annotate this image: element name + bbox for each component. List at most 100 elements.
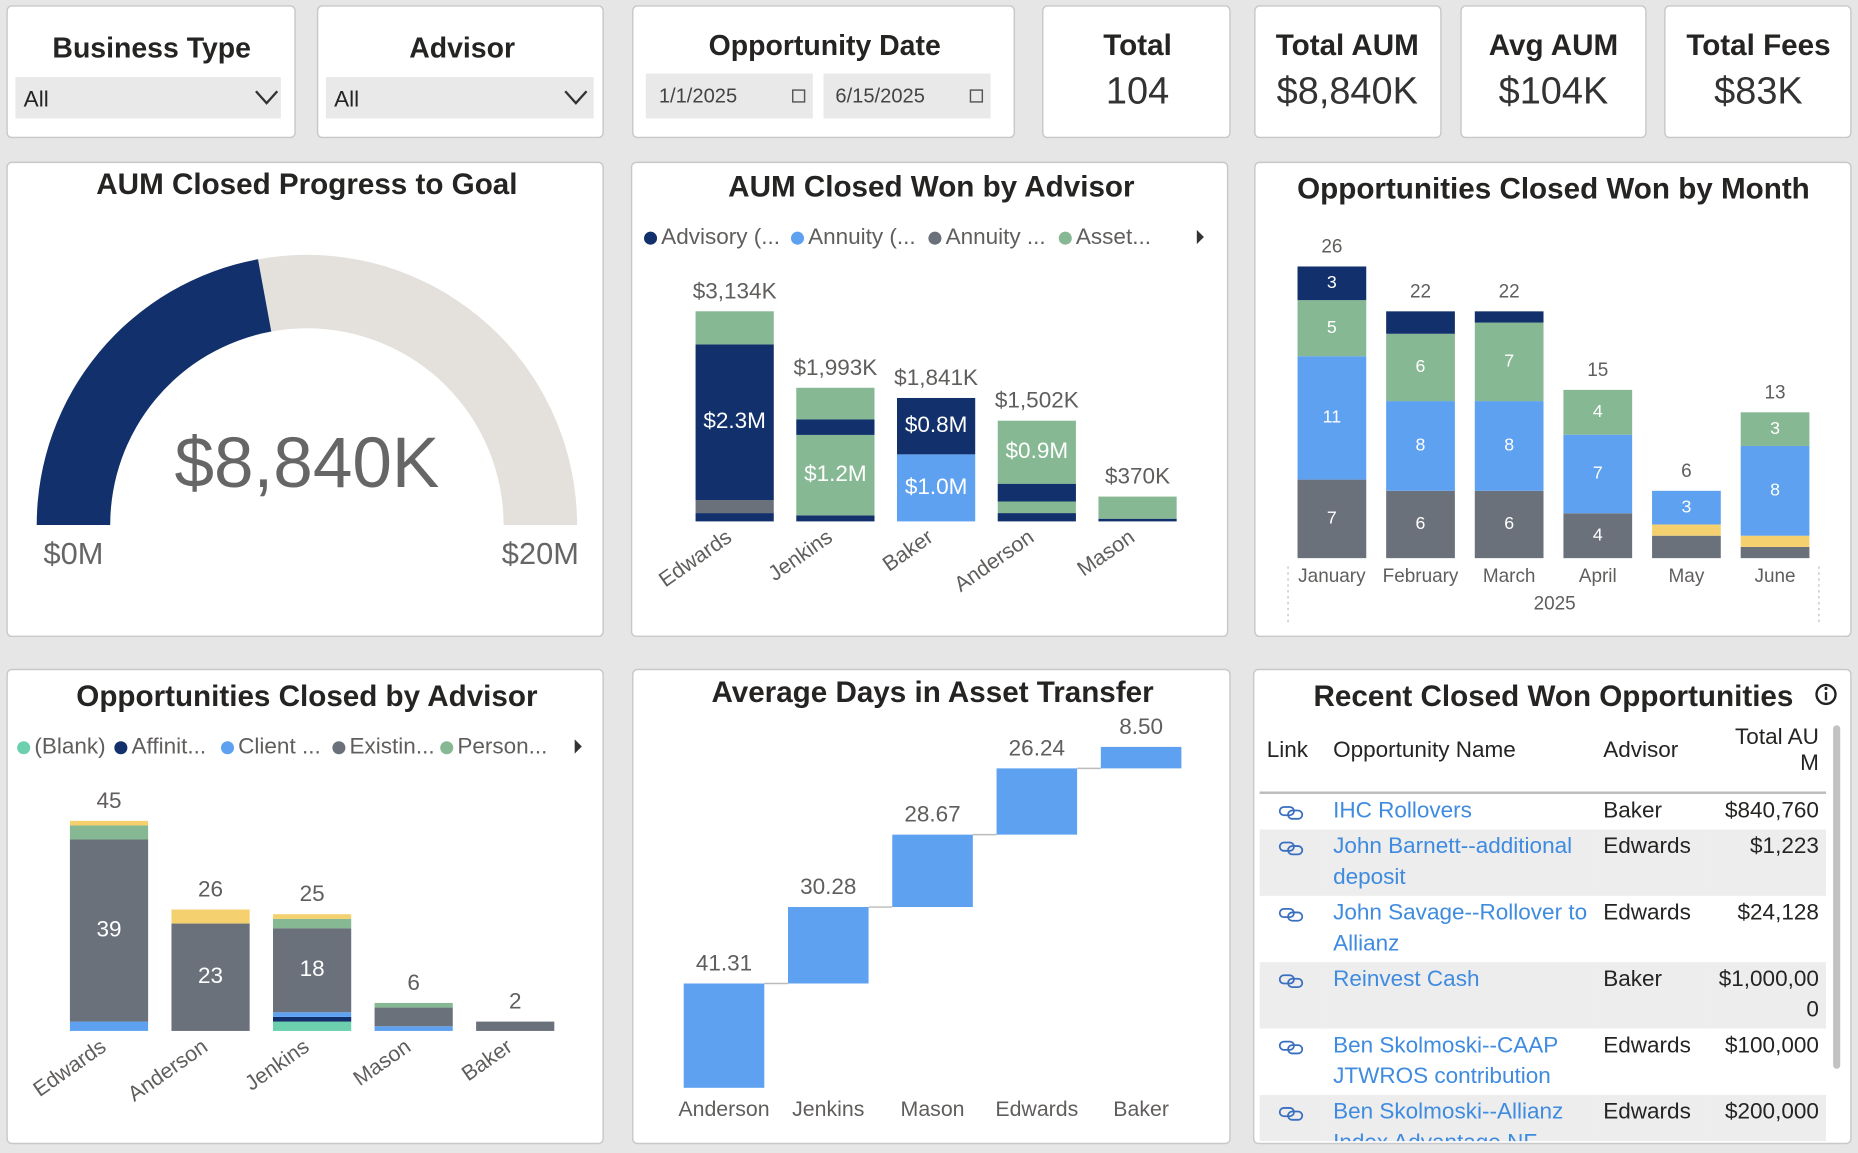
link-icon[interactable] bbox=[1278, 905, 1305, 924]
card-label: Total bbox=[1103, 29, 1172, 62]
table-row: John Savage--Rollover to Allianz Edwards $… bbox=[1260, 896, 1826, 962]
segment-label: 6 bbox=[1504, 513, 1514, 533]
opportunity-link[interactable]: IHC Rollovers bbox=[1333, 798, 1472, 824]
opportunity-link[interactable]: John Savage--Rollover to Allianz bbox=[1333, 900, 1588, 957]
date-value[interactable]: 6/15/2025 bbox=[835, 86, 925, 108]
bar-segment bbox=[273, 1012, 352, 1017]
date-input[interactable]: 6/15/2025 bbox=[823, 73, 991, 119]
table-wrap: Link Opportunity Name Advisor Total AUM IHC… bbox=[1259, 718, 1829, 1142]
card-panel bbox=[1664, 5, 1852, 139]
calendar-icon[interactable] bbox=[969, 89, 984, 103]
legend-arrow[interactable] bbox=[1196, 229, 1204, 245]
dropdown[interactable]: All bbox=[15, 77, 281, 119]
segment-label: 8 bbox=[1416, 435, 1426, 455]
legend-label: (Blank) bbox=[34, 734, 105, 759]
card-value: $8,840K bbox=[1277, 71, 1418, 113]
legend-swatch bbox=[790, 231, 804, 245]
legend-label: Annuity (... bbox=[808, 224, 916, 249]
calendar-icon[interactable] bbox=[792, 89, 806, 103]
bar-segment bbox=[171, 923, 250, 1031]
column-header: Total AUM bbox=[1709, 718, 1827, 794]
bar-segment bbox=[1740, 445, 1810, 536]
link-cell bbox=[1259, 962, 1326, 1029]
link-icon[interactable] bbox=[1278, 1038, 1305, 1057]
date-box[interactable] bbox=[823, 73, 991, 119]
chevron[interactable] bbox=[564, 90, 588, 105]
bar-segment bbox=[1740, 546, 1810, 559]
card-value: 104 bbox=[1106, 71, 1169, 113]
opportunity-link[interactable]: Reinvest Cash bbox=[1333, 966, 1480, 992]
bar-segment bbox=[1652, 524, 1721, 536]
bar-segment bbox=[69, 839, 149, 1022]
advisor-cell: Edwards bbox=[1596, 829, 1710, 896]
x-tick-label: Edwards bbox=[995, 1097, 1078, 1121]
gauge-range-label: $0M bbox=[44, 536, 104, 571]
total-label: 6 bbox=[1681, 461, 1692, 482]
segment-label: $1.0M bbox=[905, 474, 968, 499]
gauge-value-label: $8,840K bbox=[174, 424, 439, 503]
total-label: $370K bbox=[1105, 464, 1170, 489]
chevron[interactable] bbox=[255, 90, 279, 105]
bar-segment bbox=[1652, 490, 1721, 525]
date-box[interactable] bbox=[645, 73, 813, 119]
date-value[interactable]: 1/1/2025 bbox=[659, 86, 737, 108]
bar-segment bbox=[69, 820, 149, 826]
bar-segment bbox=[1474, 490, 1544, 559]
bar-segment bbox=[1474, 401, 1544, 491]
bar-segment bbox=[997, 513, 1076, 522]
table-header: Link Opportunity Name Advisor Total AUM bbox=[1259, 718, 1827, 794]
link-icon[interactable] bbox=[1278, 803, 1305, 822]
scrollbar[interactable] bbox=[1833, 725, 1841, 1069]
legend-swatch bbox=[114, 741, 128, 755]
dropdown-box[interactable] bbox=[15, 77, 281, 119]
link-icon[interactable] bbox=[1278, 1104, 1305, 1123]
link-icon[interactable] bbox=[1278, 839, 1305, 858]
value-label: 41.31 bbox=[696, 950, 752, 975]
value-label: 26.24 bbox=[1009, 735, 1065, 760]
card-panel bbox=[1254, 5, 1442, 139]
total-label: 25 bbox=[300, 881, 325, 906]
dropdown-box[interactable] bbox=[325, 77, 594, 119]
legend-arrow[interactable] bbox=[574, 739, 582, 754]
x-tick-label: Jenkins bbox=[792, 1097, 864, 1121]
dropdown[interactable]: All bbox=[325, 77, 594, 119]
link-cell bbox=[1260, 1029, 1326, 1095]
link-icon-ring[interactable] bbox=[1287, 1110, 1304, 1121]
segment-label: 18 bbox=[300, 956, 325, 981]
opportunity-link[interactable]: Ben Skolmoski--Allianz Index Advantage N… bbox=[1333, 1099, 1564, 1141]
link-icon[interactable] bbox=[1278, 972, 1305, 991]
total-label: $1,993K bbox=[793, 355, 877, 380]
name-cell: Reinvest Cash bbox=[1325, 962, 1597, 1029]
bar-segment bbox=[1386, 333, 1455, 402]
opportunity-link[interactable]: John Barnett--additional deposit bbox=[1333, 834, 1573, 890]
dropdown-value[interactable]: All bbox=[334, 87, 359, 112]
bar-segment bbox=[997, 420, 1076, 484]
chart-title: Opportunities Closed by Advisor bbox=[76, 680, 538, 713]
total-label: 22 bbox=[1499, 281, 1520, 302]
date-input[interactable]: 1/1/2025 bbox=[645, 73, 813, 119]
bar-segment bbox=[695, 344, 774, 501]
advisor-cell: Baker bbox=[1596, 962, 1710, 1029]
link-icon-ring[interactable] bbox=[1287, 809, 1304, 820]
segment-label: 8 bbox=[1504, 435, 1514, 455]
link-icon-ring[interactable] bbox=[1287, 977, 1304, 988]
segment-label: 3 bbox=[1681, 496, 1691, 516]
info-icon[interactable] bbox=[1815, 683, 1837, 706]
dropdown-value[interactable]: All bbox=[24, 87, 49, 112]
x-tick-label: Mason bbox=[901, 1097, 965, 1121]
bar-segment bbox=[897, 397, 976, 455]
opportunity-link[interactable]: Ben Skolmoski--CAAP JTWROS contribution bbox=[1333, 1033, 1558, 1089]
table: Link Opportunity Name Advisor Total AUM IHC… bbox=[1259, 718, 1827, 1142]
link-icon-ring[interactable] bbox=[1287, 911, 1304, 922]
column-header: Advisor bbox=[1596, 718, 1710, 794]
x-tick-label: Anderson bbox=[678, 1097, 769, 1121]
link-icon-ring[interactable] bbox=[1287, 1044, 1304, 1055]
link-icon-ring[interactable] bbox=[1287, 845, 1304, 856]
legend-swatch bbox=[440, 741, 454, 755]
bar-segment bbox=[374, 1002, 453, 1008]
bar-segment bbox=[1474, 311, 1544, 323]
table-row: IHC Rollovers Baker $840,760 bbox=[1260, 793, 1826, 830]
segment-label: 4 bbox=[1593, 524, 1603, 544]
total-label: 13 bbox=[1765, 382, 1786, 403]
